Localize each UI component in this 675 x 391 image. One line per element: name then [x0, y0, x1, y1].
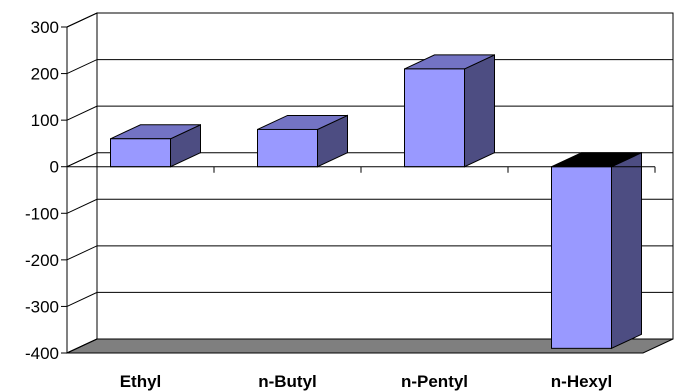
y-tick-label: 0	[50, 158, 59, 177]
gridline	[66, 291, 673, 307]
bar-ethyl	[110, 123, 201, 168]
bar-n-pentyl	[404, 54, 495, 168]
bar-n-butyl	[257, 114, 348, 168]
y-tick-label: 300	[31, 18, 59, 37]
y-tick-label: -200	[25, 251, 59, 270]
x-category-label: n-Hexyl	[551, 372, 612, 391]
gridline	[66, 338, 673, 354]
bar-front	[551, 166, 612, 349]
y-tick-label: 200	[31, 65, 59, 84]
bars	[110, 54, 642, 350]
bar-side	[611, 151, 642, 350]
zero-plane-edge	[66, 152, 98, 168]
axes	[61, 26, 656, 354]
gridline	[66, 12, 673, 28]
side-wall	[66, 12, 98, 354]
x-category-label: Ethyl	[120, 372, 162, 391]
x-category-label: n-Butyl	[258, 372, 317, 391]
y-tick-label: 100	[31, 111, 59, 130]
y-tick-label: -300	[25, 297, 59, 316]
gridline	[66, 245, 673, 261]
bar-front	[110, 138, 171, 168]
x-category-label: n-Pentyl	[401, 372, 468, 391]
bar-front	[404, 68, 465, 168]
y-tick-label: -400	[25, 344, 59, 363]
y-tick-label: -100	[25, 204, 59, 223]
bar-n-hexyl	[551, 151, 642, 350]
gridline	[66, 198, 673, 214]
labels: 300 200 100 0 -100 -200 -300 -400 Ethyl n-Butyl n-…	[25, 18, 612, 391]
bar-front	[257, 128, 318, 168]
bar-side	[464, 54, 495, 168]
